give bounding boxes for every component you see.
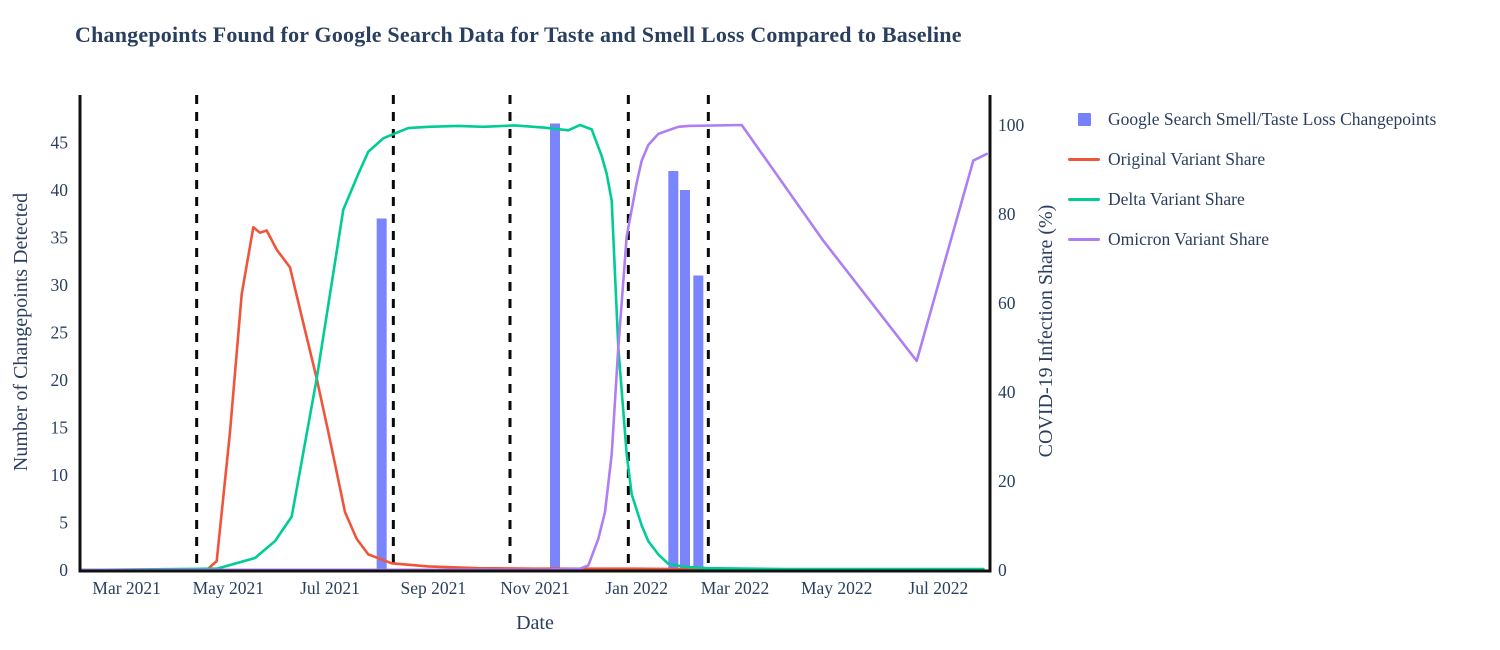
x-tick-label: Mar 2022	[701, 578, 770, 598]
legend-item-label: Omicron Variant Share	[1108, 228, 1270, 249]
x-tick-label: Nov 2021	[500, 578, 570, 598]
changepoint-bar[interactable]	[668, 171, 679, 570]
square-marker-icon	[1068, 112, 1100, 126]
line-original-variant-share	[78, 226, 737, 572]
x-tick-label: May 2022	[801, 578, 872, 598]
y-right-tick-label: 20	[998, 471, 1016, 491]
y-left-tick-label: 20	[51, 370, 69, 390]
y-left-tick-label: 0	[59, 560, 68, 580]
y-right-tick-label: 80	[998, 204, 1016, 224]
legend-item-label: Google Search Smell/Taste Loss Changepoi…	[1108, 108, 1437, 129]
line-glyph	[1068, 237, 1100, 241]
y-right-tick-label: 60	[998, 293, 1016, 313]
line-omicron-variant-share	[78, 123, 989, 572]
line-marker-icon	[1068, 197, 1100, 201]
legend-item-label: Original Variant Share	[1108, 148, 1266, 169]
y-left-tick-label: 25	[51, 323, 69, 343]
y-left-tick-label: 45	[51, 133, 69, 153]
line-glyph	[1068, 157, 1100, 161]
y-right-tick-label: 100	[998, 115, 1025, 135]
x-tick-label: Jan 2022	[605, 578, 668, 598]
y-left-tick-label: 15	[51, 418, 69, 438]
y-left-tick-label: 10	[51, 465, 69, 485]
x-tick-label: Mar 2021	[92, 578, 161, 598]
line-delta-variant-share	[78, 123, 985, 572]
y-left-axis-title: Number of Changepoints Detected	[10, 193, 32, 471]
y-right-tick-label: 0	[998, 560, 1007, 580]
changepoint-bar[interactable]	[550, 123, 560, 571]
x-tick-label: Sep 2021	[401, 578, 467, 598]
y-left-tick-label: 5	[59, 513, 68, 533]
x-tick-label: May 2021	[193, 578, 264, 598]
chart-title: Changepoints Found for Google Search Dat…	[75, 22, 962, 47]
legend-item-original-variant[interactable]: Original Variant Share	[1068, 139, 1436, 179]
legend-item-omicron-variant[interactable]: Omicron Variant Share	[1068, 219, 1436, 259]
legend-item-label: Delta Variant Share	[1108, 188, 1245, 209]
x-tick-label: Jul 2021	[300, 578, 360, 598]
legend: Google Search Smell/Taste Loss Changepoi…	[1068, 99, 1436, 259]
changepoint-bar[interactable]	[693, 275, 704, 571]
line-marker-icon	[1068, 237, 1100, 241]
changepoint-bar[interactable]	[376, 218, 387, 571]
x-tick-label: Jul 2022	[908, 578, 968, 598]
plot-generated-layer: 0 5 10 15 20 25 30 35 40 45 0 20 40 60 80 100 Mar 2021 Ma…	[51, 95, 1025, 598]
y-right-axis-title: COVID-19 Infection Share (%)	[1035, 205, 1057, 458]
y-left-tick-label: 40	[51, 180, 69, 200]
line-marker-icon	[1068, 157, 1100, 161]
x-axis-title: Date	[516, 612, 554, 634]
legend-item-changepoints[interactable]: Google Search Smell/Taste Loss Changepoi…	[1068, 99, 1436, 139]
y-left-tick-label: 35	[51, 228, 69, 248]
square-glyph	[1077, 112, 1091, 126]
legend-item-delta-variant[interactable]: Delta Variant Share	[1068, 179, 1436, 219]
line-glyph	[1068, 197, 1100, 201]
y-left-tick-label: 30	[51, 275, 69, 295]
y-right-tick-label: 40	[998, 382, 1016, 402]
changepoint-bar[interactable]	[680, 190, 690, 570]
